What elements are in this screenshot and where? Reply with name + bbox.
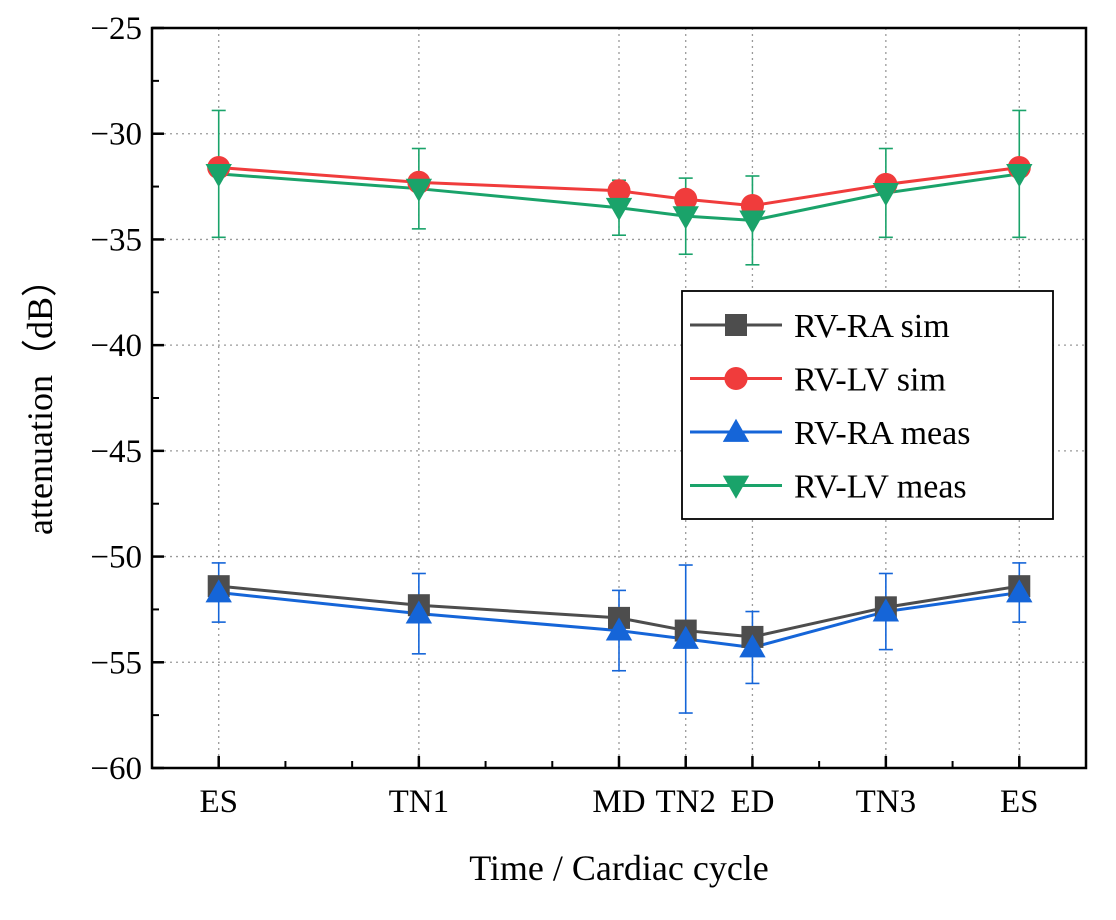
x-axis-title: Time / Cardiac cycle: [469, 848, 769, 888]
x-tick-labels: ES TN1 MD TN2 ED TN3 ES: [199, 784, 1038, 820]
rv-ra-meas-point: [1006, 579, 1033, 603]
rv-ra-meas-point: [672, 625, 699, 649]
y-tick-label: −45: [90, 434, 142, 470]
y-tick-label: −40: [90, 328, 142, 364]
y-tick-labels: −60 −55 −50 −45 −40 −35 −30 −25: [90, 11, 142, 787]
x-tick-label: TN2: [655, 784, 716, 820]
rv-ra-meas-point: [405, 600, 433, 624]
legend: RV-RA sim RV-LV sim RV-RA meas RV-LV meas: [681, 290, 1054, 520]
x-tick-label: MD: [592, 784, 645, 820]
legend-marker-rv-lv-meas: [722, 475, 750, 499]
x-tick-label: ED: [730, 784, 774, 820]
y-tick-label: −60: [90, 751, 142, 787]
y-tick-label: −50: [90, 540, 142, 576]
rv-lv-meas-point: [405, 178, 433, 202]
rv-lv-meas-point: [672, 206, 699, 230]
legend-marker-rv-ra-sim: [725, 314, 747, 336]
rv-ra-meas-point: [872, 598, 900, 622]
y-tick-label: −30: [90, 117, 142, 153]
legend-label-rv-lv-sim: RV-LV sim: [794, 362, 946, 399]
rv-lv-sim-point: [607, 179, 631, 203]
legend-label-rv-ra-meas: RV-RA meas: [794, 415, 970, 452]
legend-label-rv-ra-sim: RV-RA sim: [794, 308, 950, 345]
rv-lv-meas-point: [739, 210, 766, 234]
rv-ra-meas-point: [605, 617, 633, 641]
rv-lv-sim-point: [674, 187, 698, 211]
x-tick-label: ES: [1000, 784, 1039, 820]
axis-ticks: [152, 26, 1021, 770]
x-tick-label: TN3: [856, 784, 917, 820]
y-tick-label: −25: [90, 11, 142, 47]
y-tick-label: −35: [90, 222, 142, 258]
legend-marker-rv-lv-sim: [724, 366, 748, 391]
legend-marker-rv-ra-meas: [722, 418, 750, 442]
rv-lv-meas-point: [872, 183, 900, 207]
y-axis-title: attenuation（dB）: [20, 261, 60, 535]
series-markers: [205, 155, 1033, 658]
y-tick-label: −55: [90, 645, 142, 681]
rv-ra-meas-point: [739, 634, 766, 658]
x-tick-label: ES: [199, 784, 238, 820]
rv-lv-meas-point: [205, 163, 232, 188]
rv-ra-meas-point: [205, 579, 232, 603]
rv-lv-meas-point: [1006, 163, 1033, 188]
legend-label-rv-lv-meas: RV-LV meas: [794, 469, 967, 506]
rv-lv-meas-point: [605, 197, 633, 221]
x-tick-label: TN1: [389, 784, 450, 820]
